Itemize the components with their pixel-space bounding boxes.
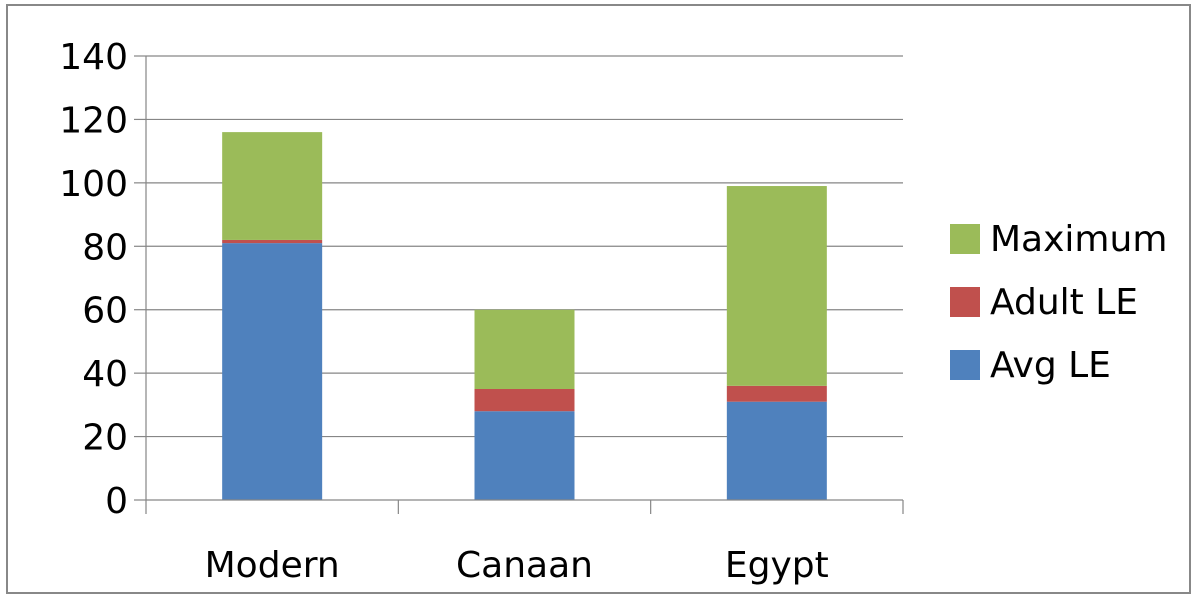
legend-item: Avg LE — [950, 345, 1111, 386]
legend-label: Maximum — [990, 219, 1167, 260]
legend-swatch — [950, 287, 980, 317]
y-tick-label: 20 — [82, 418, 128, 459]
legend-label: Avg LE — [990, 345, 1111, 386]
legend-swatch — [950, 350, 980, 380]
legend-swatch — [950, 224, 980, 254]
y-tick-label: 120 — [59, 100, 128, 141]
y-tick-label: 80 — [82, 227, 128, 268]
bars — [222, 132, 827, 500]
bar-segment — [222, 240, 322, 243]
x-tick-label: Canaan — [456, 545, 593, 586]
bar-segment — [727, 402, 827, 500]
y-tick-labels: 0 20 40 60 80 100 120 140 — [59, 37, 128, 522]
bar-segment — [475, 389, 575, 411]
bar-segment — [222, 132, 322, 240]
y-tick-label: 60 — [82, 291, 128, 332]
y-tick-label: 0 — [105, 481, 128, 522]
bar-segment — [222, 243, 322, 500]
legend: Maximum Adult LE Avg LE — [950, 219, 1167, 386]
y-tick-label: 140 — [59, 37, 128, 78]
bar-segment — [475, 310, 575, 389]
y-tick-label: 40 — [82, 354, 128, 395]
legend-item: Adult LE — [950, 282, 1138, 323]
x-tick-labels: Modern Canaan Egypt — [205, 545, 829, 586]
legend-item: Maximum — [950, 219, 1167, 260]
bar-segment — [475, 411, 575, 500]
x-tick-label: Egypt — [725, 545, 829, 586]
x-tick-label: Modern — [205, 545, 340, 586]
y-tick-label: 100 — [59, 164, 128, 205]
legend-label: Adult LE — [990, 282, 1138, 323]
bar-segment — [727, 386, 827, 402]
bar-segment — [727, 186, 827, 386]
